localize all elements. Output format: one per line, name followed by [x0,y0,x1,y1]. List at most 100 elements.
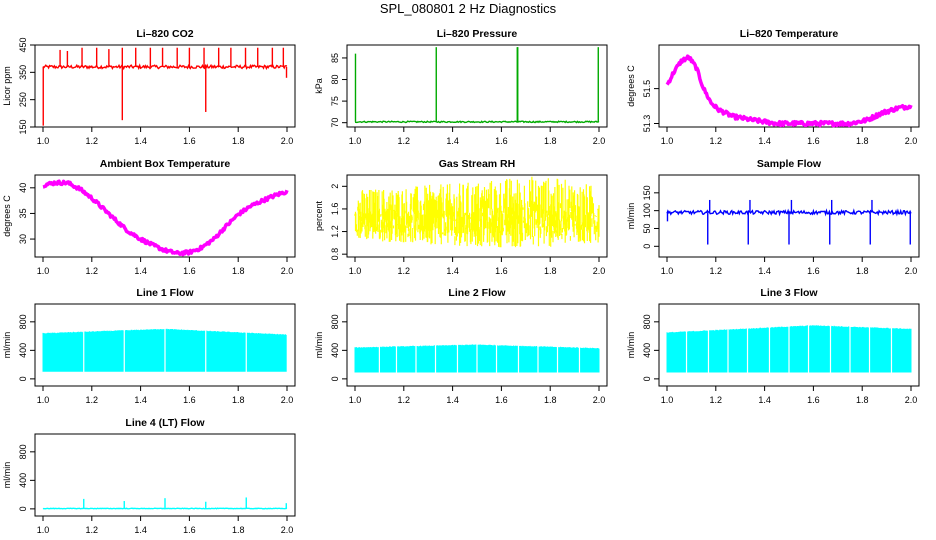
x-tick-label: 1.8 [544,136,557,146]
x-tick-label: 1.2 [86,395,99,405]
x-tick-label: 1.8 [232,395,245,405]
y-axis-label: ml/min [2,332,12,359]
x-tick-label: 2.0 [281,266,294,276]
plot-frame [34,303,296,387]
x-tick-label: 1.8 [232,266,245,276]
x-tick-label: 1.6 [183,525,196,535]
y-axis-label: degrees C [2,195,12,237]
plot-frame [34,44,296,128]
x-tick-label: 1.2 [398,395,411,405]
x-tick-label: 1.0 [661,136,674,146]
y-tick-label: 400 [330,343,340,358]
page-title: SPL_080801 2 Hz Diagnostics [379,1,557,16]
x-tick-label: 1.8 [232,525,245,535]
plot-frame [658,303,920,387]
x-tick-label: 2.0 [281,525,294,535]
x-tick-label: 1.6 [807,395,820,405]
x-tick-label: 2.0 [281,395,294,405]
panel-6: Sample Flow ml/min 1.0 1.2 1.4 1.6 1.8 2.0 0 50 10… [626,158,920,276]
series-line [42,179,289,257]
x-tick-label: 1.4 [446,395,459,405]
y-tick-label: 0.8 [330,248,340,261]
x-tick-label: 1.4 [134,136,147,146]
y-axis-label: degrees C [626,65,636,107]
y-tick-label: 30 [18,234,28,244]
y-tick-label: 350 [18,65,28,80]
y-tick-label: 40 [18,183,28,193]
y-tick-label: 0 [330,376,340,381]
x-tick-label: 1.6 [495,395,508,405]
series-line [665,54,913,128]
y-axis-label: ml/min [626,203,636,230]
panel-7: Line 1 Flow ml/min 1.0 1.2 1.4 1.6 1.8 2.0 0 400 8… [2,287,296,405]
panel-title: Gas Stream RH [439,158,515,170]
panel-title: Line 4 (LT) Flow [125,417,205,429]
x-tick-label: 1.8 [544,395,557,405]
y-tick-label: 150 [18,119,28,134]
y-axis-label: ml/min [626,332,636,359]
x-tick-label: 1.0 [349,266,362,276]
x-tick-label: 1.0 [349,136,362,146]
plot-frame [346,174,608,258]
panel-title: Li–820 Pressure [437,28,518,40]
y-axis-label: ml/min [2,462,12,489]
panel-3: Li–820 Temperature degrees C 1.0 1.2 1.4 1.6 1… [626,28,920,146]
x-tick-label: 1.6 [183,136,196,146]
x-tick-label: 1.8 [856,136,869,146]
x-tick-label: 2.0 [281,136,294,146]
y-tick-label: 85 [330,53,340,63]
x-tick-label: 1.8 [856,395,869,405]
y-tick-label: 2 [330,184,340,189]
series-line [42,63,288,71]
x-tick-label: 1.2 [710,395,723,405]
y-tick-label: 51.3 [642,115,652,133]
y-axis-label: kPa [314,78,324,94]
x-tick-label: 1.4 [446,266,459,276]
x-tick-label: 2.0 [905,266,918,276]
x-tick-label: 2.0 [905,395,918,405]
panel-4: Ambient Box Temperature degrees C 1.0 1.2 1.… [2,158,296,276]
x-tick-label: 1.0 [37,525,50,535]
plot-frame [346,44,608,128]
x-tick-label: 1.8 [856,266,869,276]
y-tick-label: 0 [642,244,652,249]
y-axis-label: Licor ppm [2,66,12,106]
plot-frame [34,174,296,258]
plot-frame [658,174,920,258]
x-tick-label: 1.8 [544,266,557,276]
x-tick-label: 1.0 [661,395,674,405]
y-tick-label: 70 [330,118,340,128]
x-tick-label: 2.0 [593,136,606,146]
y-tick-label: 51.5 [642,80,652,98]
y-tick-label: 800 [18,314,28,329]
y-tick-label: 0 [18,376,28,381]
panel-title: Li–820 CO2 [136,28,193,40]
y-tick-label: 400 [642,343,652,358]
panel-9: Line 3 Flow ml/min 1.0 1.2 1.4 1.6 1.8 2.0 0 400 8… [626,287,920,405]
panel-title: Li–820 Temperature [740,28,839,40]
y-tick-label: 80 [330,75,340,85]
series-line [354,120,600,124]
y-tick-label: 800 [18,444,28,459]
x-tick-label: 1.4 [134,395,147,405]
rh-series [354,176,600,248]
x-tick-label: 1.4 [758,395,771,405]
y-tick-label: 50 [642,223,652,233]
x-tick-label: 2.0 [593,266,606,276]
x-tick-label: 1.4 [758,136,771,146]
x-tick-label: 1.0 [37,266,50,276]
x-tick-label: 1.4 [446,136,459,146]
y-tick-label: 1.6 [330,203,340,216]
y-tick-label: 75 [330,96,340,106]
y-tick-label: 400 [18,343,28,358]
y-tick-label: 0 [642,376,652,381]
plot-frame [34,433,296,517]
x-tick-label: 1.6 [183,266,196,276]
x-tick-label: 1.6 [807,266,820,276]
panel-title: Line 2 Flow [448,287,506,299]
x-tick-label: 1.0 [661,266,674,276]
x-tick-label: 1.6 [807,136,820,146]
y-axis-label: ml/min [314,332,324,359]
plot-frame [658,44,920,128]
